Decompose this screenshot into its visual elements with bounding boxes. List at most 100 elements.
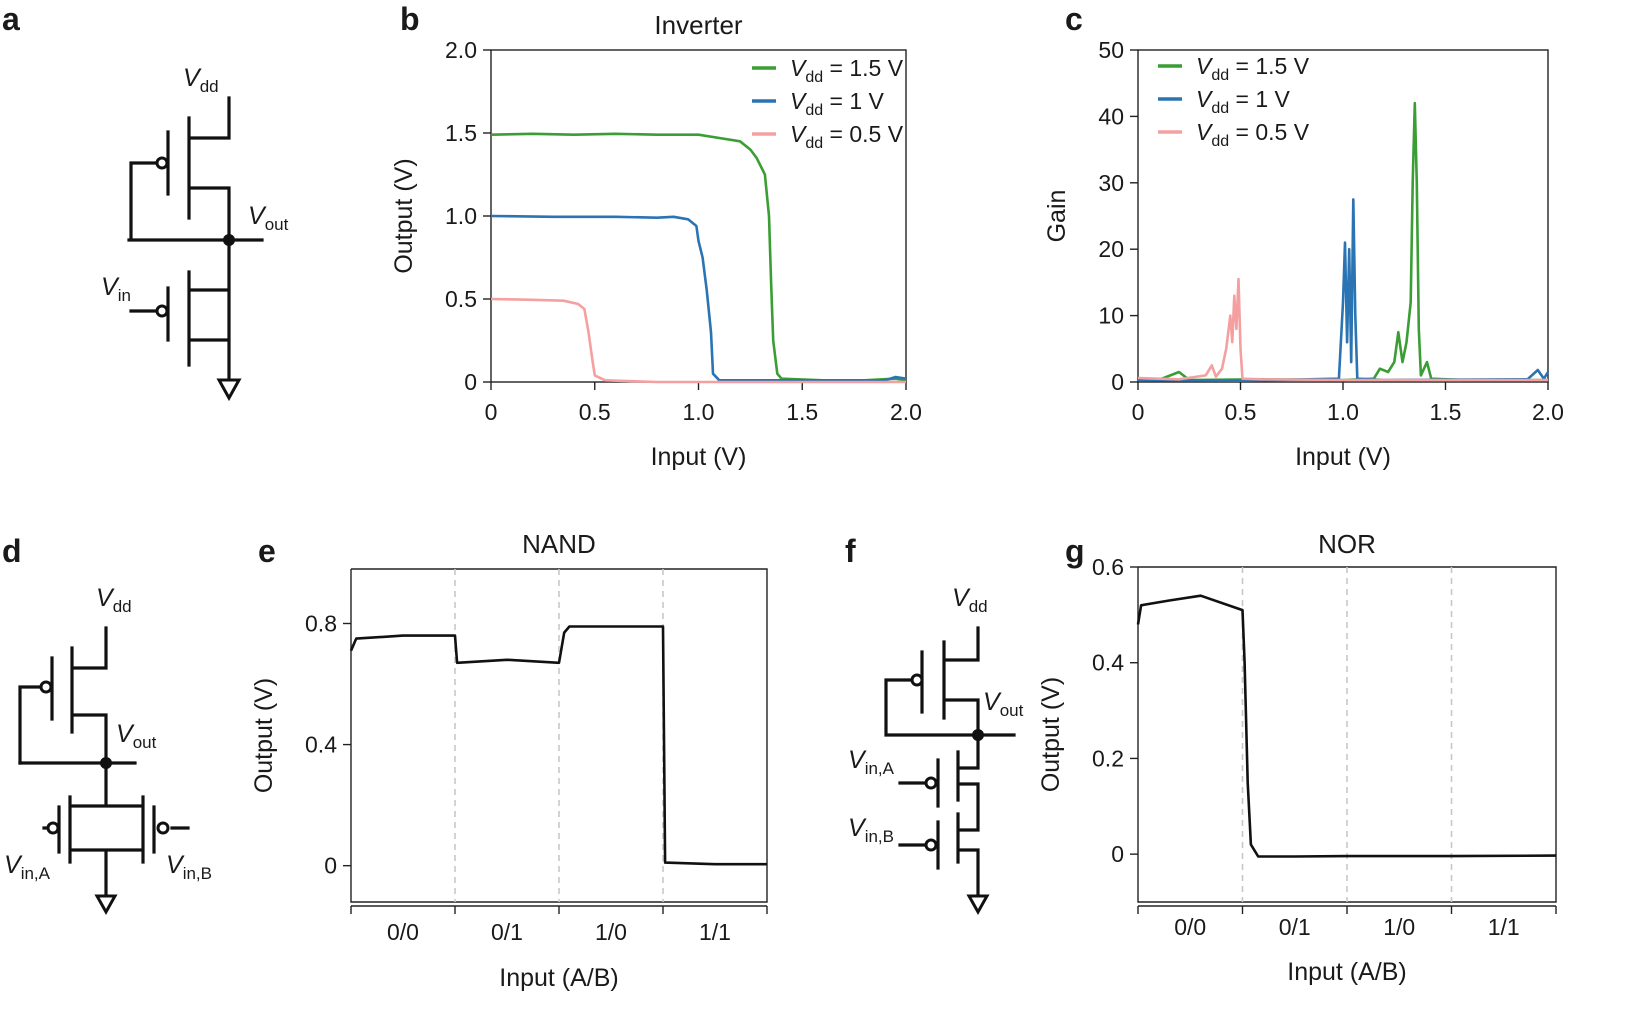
output-node [972, 729, 984, 741]
pmos-bubble [155, 156, 169, 170]
nmos-a-bubble [46, 821, 60, 835]
y-axis-label: Output (V) [250, 678, 278, 793]
panel-label-b: b [400, 1, 420, 37]
y-tick-label: 0 [464, 369, 477, 395]
vdd-label: Vdd [96, 584, 132, 616]
x-tick-label: 0 [1132, 399, 1145, 425]
ground-icon [94, 894, 118, 916]
y-tick-label: 0.4 [305, 732, 337, 758]
x-tick-label: 1.5 [1430, 399, 1462, 425]
y-tick-label: 0.2 [1092, 745, 1124, 771]
x-axis-label: Input (A/B) [1287, 958, 1407, 986]
series-line-c-2 [1137, 277, 1548, 382]
nor-chart: NOR Input (A/B) Output (V) 0 0.2 0.4 0.6 0/0 0/1… [1037, 529, 1557, 986]
x-tick-label: 1.0 [1327, 399, 1359, 425]
inverter-chart: Inverter Input (V) Output (V) 0 0.5 1.0 1.5 2.0… [390, 10, 922, 471]
x-tick-label: 0/0 [1174, 914, 1206, 940]
vout-label: Vout [116, 720, 157, 752]
nmos-b-bubble [924, 838, 938, 852]
series-line-b-1 [490, 214, 907, 382]
y-tick-label: 50 [1098, 37, 1124, 63]
x-tick-label: 0/0 [387, 919, 419, 945]
x-tick-label: 1.5 [786, 399, 818, 425]
y-tick-label: 0 [1111, 841, 1124, 867]
y-tick-label: 20 [1098, 236, 1124, 262]
series-line-b-0 [490, 132, 907, 382]
legend-label: Vdd = 1.5 V [790, 55, 904, 86]
nand-chart: NAND Input (A/B) Output (V) 0 0.4 0.8 0/0 0/1 1/… [250, 529, 768, 992]
y-tick-label: 0.6 [1092, 554, 1124, 580]
nmos-a-bubble [924, 776, 938, 790]
y-tick-label: 1.5 [445, 120, 477, 146]
y-tick-label: 0.8 [305, 610, 337, 636]
y-axis-label: Output (V) [1037, 677, 1065, 792]
x-tick-label: 1.0 [683, 399, 715, 425]
x-tick-label: 0/1 [491, 919, 523, 945]
y-tick-label: 0 [1111, 369, 1124, 395]
nor-feedback-wire [884, 678, 1016, 737]
nmos-bubble [155, 304, 169, 318]
y-tick-label: 1.0 [445, 203, 477, 229]
y-tick-label: 0 [324, 853, 337, 879]
vout-label: Vout [983, 688, 1024, 720]
ground-icon [966, 894, 990, 916]
plot-frame [350, 568, 768, 903]
pmos-bubble [39, 680, 53, 694]
nor-schematic: Vdd Vout Vin,A Vin,B [848, 584, 1024, 916]
x-tick-label: 1/1 [1488, 914, 1520, 940]
x-axis-label: Input (V) [651, 443, 747, 471]
y-axis-label: Gain [1043, 190, 1071, 243]
nor-input-wires [898, 781, 928, 847]
y-tick-label: 0.5 [445, 286, 477, 312]
vin-label: Vin [101, 273, 131, 305]
legend-label: Vdd = 1.5 V [1196, 53, 1310, 84]
vin-b-label: Vin,B [848, 814, 894, 846]
vin-a-label: Vin,A [4, 851, 51, 883]
nor-wires [942, 626, 980, 898]
panel-label-g: g [1065, 533, 1085, 569]
panel-label-f: f [845, 533, 856, 569]
series-line-c-1 [1137, 198, 1550, 382]
x-tick-label: 2.0 [890, 399, 922, 425]
nand-feedback-wire [18, 685, 44, 765]
y-tick-label: 0.4 [1092, 650, 1124, 676]
vout-label: Vout [248, 202, 289, 234]
panel-label-e: e [258, 533, 276, 569]
y-tick-label: 30 [1098, 170, 1124, 196]
x-axis-label: Input (A/B) [499, 964, 619, 992]
x-tick-label: 1/1 [699, 919, 731, 945]
legend-label: Vdd = 0.5 V [790, 121, 904, 152]
vin-a-label: Vin,A [848, 746, 895, 778]
pmos-bubble [910, 673, 924, 687]
x-tick-label: 1/0 [595, 919, 627, 945]
nand-pmos-wires [18, 626, 137, 765]
y-tick-label: 10 [1098, 303, 1124, 329]
plot-frame [1137, 566, 1557, 903]
gate-feedback-wire [127, 161, 264, 242]
chart-title: Inverter [654, 10, 742, 40]
panel-label-a: a [2, 1, 20, 37]
x-tick-label: 0/1 [1279, 914, 1311, 940]
legend-label: Vdd = 0.5 V [1196, 119, 1310, 150]
output-node [223, 234, 235, 246]
chart-title: NOR [1318, 529, 1376, 559]
y-tick-label: 40 [1098, 103, 1124, 129]
series-line-b-2 [490, 297, 906, 384]
x-tick-label: 0.5 [1225, 399, 1257, 425]
vdd-label: Vdd [952, 584, 988, 616]
inverter-schematic: Vdd Vout Vin [101, 64, 289, 402]
vin-b-label: Vin,B [166, 851, 212, 883]
x-tick-label: 2.0 [1532, 399, 1564, 425]
x-tick-label: 0 [485, 399, 498, 425]
nand-schematic: Vdd Vout Vin,A Vin,B [4, 584, 212, 916]
panel-label-c: c [1065, 1, 1083, 37]
gain-chart: Input (V) Gain 0 10 20 30 40 50 0 0.5 1.0 1.5 2.0 Vdd… [1043, 37, 1564, 471]
legend-label: Vdd = 1 V [1196, 86, 1291, 117]
chart-title: NAND [522, 529, 596, 559]
panel-label-d: d [2, 533, 22, 569]
series-line-e-0 [349, 625, 767, 866]
vdd-label: Vdd [183, 64, 219, 96]
legend-label: Vdd = 1 V [790, 88, 885, 119]
y-axis-label: Output (V) [390, 158, 418, 273]
nand-nmos-wires [68, 761, 145, 898]
